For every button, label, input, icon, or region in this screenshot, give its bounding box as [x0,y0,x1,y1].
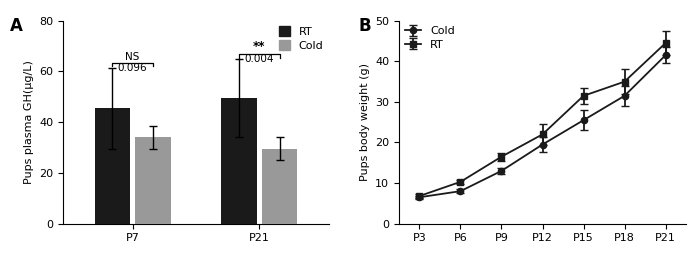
Text: 0.096: 0.096 [118,63,148,73]
Bar [94,108,130,224]
Text: A: A [10,17,22,35]
Y-axis label: Pups plasma GH(μg/L): Pups plasma GH(μg/L) [24,60,34,184]
Bar [262,149,298,224]
Text: 0.004: 0.004 [244,54,274,64]
Legend: RT, Cold: RT, Cold [279,26,323,51]
Text: **: ** [253,40,265,53]
Text: B: B [359,17,372,35]
Bar [135,137,171,224]
Text: NS: NS [125,52,140,62]
Y-axis label: Pups body weight (g): Pups body weight (g) [360,63,370,181]
Bar [221,98,257,224]
Legend: Cold, RT: Cold, RT [405,26,455,50]
